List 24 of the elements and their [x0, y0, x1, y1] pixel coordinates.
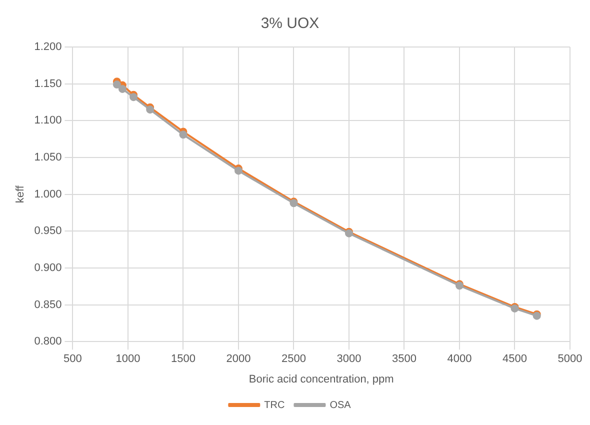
x-tick-label: 2000	[226, 353, 251, 366]
x-tick-label: 4500	[502, 353, 527, 366]
x-tick-label: 4000	[447, 353, 472, 366]
chart-title: 3% UOX	[260, 15, 320, 32]
y-tick-label: 1.200	[34, 41, 62, 54]
x-tick-label: 5000	[558, 353, 582, 366]
y-tick-label: 1.100	[34, 114, 62, 127]
legend-label: OSA	[330, 400, 352, 411]
x-tick-label: 2500	[281, 353, 306, 366]
y-axis-title: keff	[14, 184, 27, 204]
x-tick-label: 3000	[336, 353, 362, 366]
y-tick-label: 0.850	[34, 298, 62, 311]
y-tick-label: 1.050	[34, 152, 62, 164]
x-tick-label: 3500	[392, 353, 416, 366]
y-tick-label: 1.150	[34, 78, 62, 90]
legend-label: TRC	[264, 400, 285, 411]
x-tick-label: 1000	[116, 353, 140, 366]
y-tick-label: 0.800	[34, 336, 62, 348]
y-tick-label: 0.950	[34, 225, 62, 238]
x-axis-title: Boric acid concentration, ppm	[248, 373, 394, 386]
y-tick-label: 1.000	[34, 188, 62, 200]
x-tick-label: 500	[64, 353, 82, 366]
y-tick-label: 0.900	[34, 262, 62, 274]
x-tick-label: 1500	[170, 353, 196, 366]
